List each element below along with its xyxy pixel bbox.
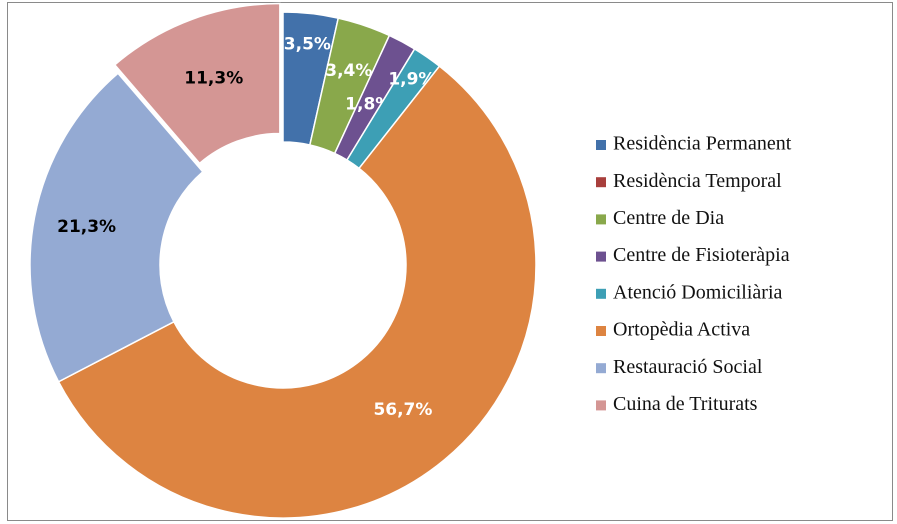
- legend-swatch: [596, 177, 606, 188]
- value-label: 1,9%: [388, 69, 435, 89]
- value-label: 11,3%: [184, 68, 243, 88]
- slice: [113, 2, 281, 165]
- legend-label: Atenció Domiciliària: [613, 281, 783, 303]
- legend-swatch: [596, 326, 606, 336]
- slice: [57, 65, 537, 519]
- slice: [29, 72, 204, 383]
- value-label: 3,5%: [284, 34, 331, 54]
- legend-label: Residència Permanent: [613, 133, 792, 155]
- legend-swatch: [596, 288, 606, 299]
- legend-label: Restauració Social: [613, 356, 763, 378]
- legend-swatch: [596, 214, 606, 225]
- value-label: 3,4%: [325, 61, 372, 81]
- value-label: 21,3%: [57, 217, 116, 237]
- legend-swatch: [596, 140, 606, 150]
- legend-swatch: [596, 363, 606, 374]
- value-label: 56,7%: [373, 400, 432, 420]
- legend-swatch: [596, 251, 606, 262]
- legend-label: Centre de Fisioteràpia: [613, 244, 790, 266]
- legend-label: Cuina de Triturats: [613, 393, 758, 415]
- legend-label: Centre de Dia: [613, 207, 724, 229]
- legend-label: Ortopèdia Activa: [613, 319, 750, 341]
- legend-label: Residència Temporal: [613, 170, 782, 192]
- legend-swatch: [596, 400, 606, 411]
